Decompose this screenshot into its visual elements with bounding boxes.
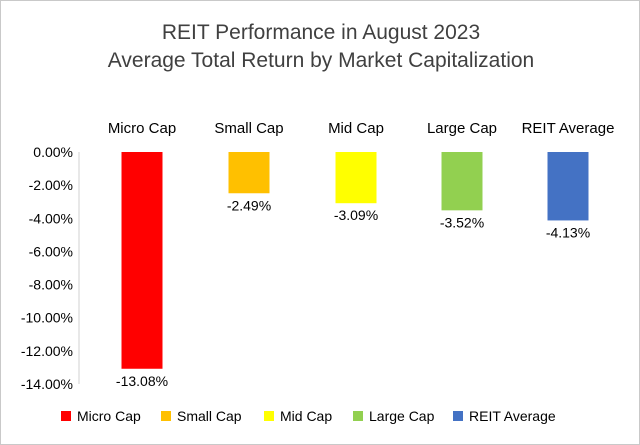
bar-3	[335, 152, 377, 204]
bar-5	[547, 152, 589, 221]
data-label: -4.13%	[546, 224, 590, 240]
legend-label: Micro Cap	[77, 408, 141, 424]
data-label: -2.49%	[227, 197, 271, 213]
y-tick-label: 0.00%	[33, 144, 73, 160]
legend-swatch	[453, 411, 463, 421]
category-label: Large Cap	[427, 120, 497, 137]
category-label: REIT Average	[522, 120, 615, 137]
y-tick-label: -10.00%	[21, 310, 73, 326]
legend-label: Small Cap	[177, 408, 242, 424]
data-label: -13.08%	[116, 373, 168, 389]
chart-title: REIT Performance in August 2023	[161, 21, 481, 44]
bar-1	[121, 152, 163, 369]
y-tick-label: -2.00%	[29, 177, 73, 193]
legend-swatch	[61, 411, 71, 421]
data-label: -3.52%	[440, 214, 484, 230]
y-tick-label: -12.00%	[21, 343, 73, 359]
category-label: Mid Cap	[328, 120, 384, 137]
bar-4	[441, 152, 483, 211]
chart-subtitle: Average Total Return by Market Capitaliz…	[107, 49, 535, 72]
legend-swatch	[161, 411, 171, 421]
y-tick-label: -8.00%	[29, 277, 73, 293]
y-tick-label: -6.00%	[29, 243, 73, 259]
legend-label: Large Cap	[369, 408, 435, 424]
bar-2	[228, 152, 270, 194]
legend-swatch	[264, 411, 274, 421]
category-label: Small Cap	[214, 120, 283, 137]
legend-label: Mid Cap	[280, 408, 332, 424]
y-tick-label: -4.00%	[29, 210, 73, 226]
y-tick-label: -14.00%	[21, 376, 73, 392]
legend-swatch	[353, 411, 363, 421]
category-label: Micro Cap	[108, 120, 176, 137]
legend-label: REIT Average	[469, 408, 556, 424]
data-label: -3.09%	[334, 207, 378, 223]
